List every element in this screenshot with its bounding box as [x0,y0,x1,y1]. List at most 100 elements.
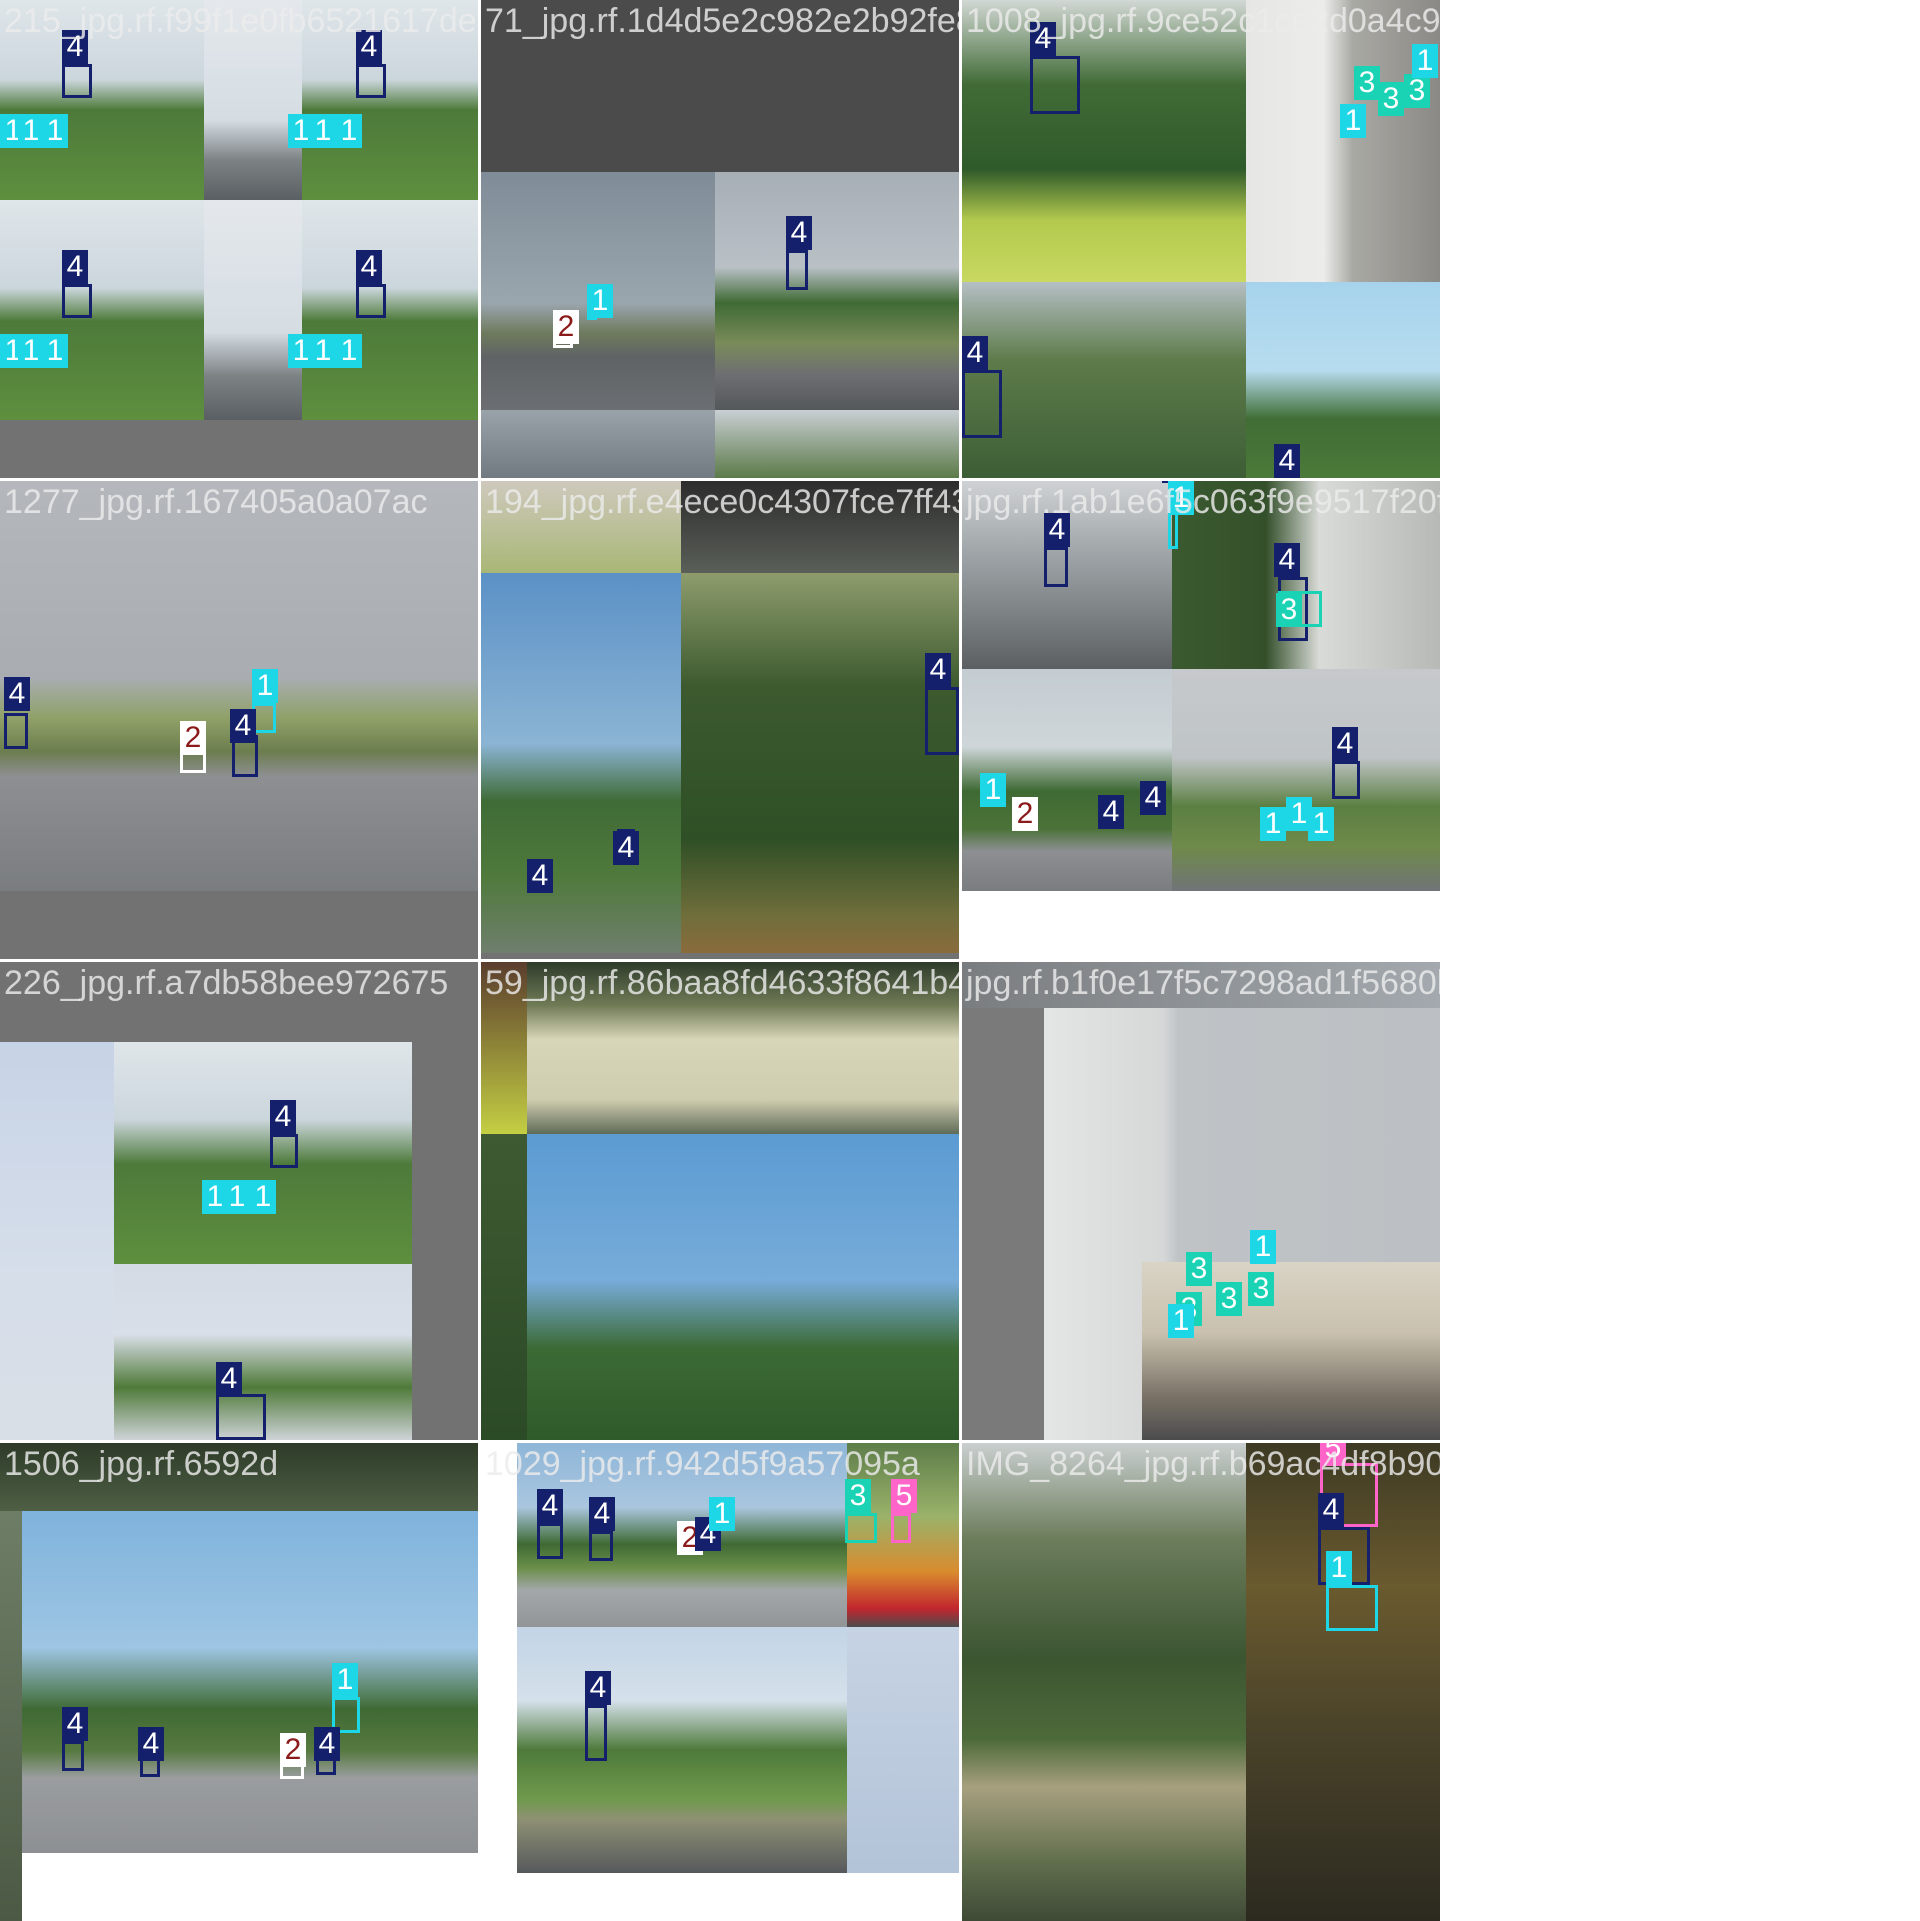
class-label: 1 [1250,1230,1276,1264]
class-label: 4 [1332,727,1358,761]
photo-panel [204,200,302,420]
class-label: 4 [62,30,88,64]
class-label: 2 [280,1733,306,1767]
class-label: 4 [537,1489,563,1523]
photo-panel [962,282,1246,478]
class-label: 3 [1354,66,1380,100]
detection-box [4,713,28,749]
photo-panel [114,1042,412,1264]
class-label: 4 [270,1100,296,1134]
mosaic-tile: 3 1 3 3 1 3 jpg.rf.b1f0e17f5c7298ad1f568… [962,962,1440,1440]
photo-panel [0,0,204,200]
photo-panel [0,200,204,420]
class-label: 4 [62,250,88,284]
class-label: 2 [553,310,579,344]
class-label: 1 [42,114,68,148]
class-label: 1 [1340,104,1366,138]
class-label: 1 [1168,481,1194,515]
class-label: 1 [1308,807,1334,841]
class-label: 4 [356,30,382,64]
class-label: 1 [18,114,44,148]
mosaic-tile: 1 4 4 4 2 1506_jpg.rf.6592d [0,1443,478,1921]
class-label: 4 [216,1362,242,1396]
detection-box [356,284,386,318]
photo-panel [527,962,959,1134]
detection-box [1332,761,1360,799]
detection-box [356,64,386,98]
photo-panel [962,1008,1044,1440]
mosaic-tile: 59_jpg.rf.86baa8fd4633f8641b4 [481,962,959,1440]
photo-panel [481,481,681,573]
class-label: 4 [230,709,256,743]
mosaic-grid: 4 4 4 4 1 1 1 1 1 1 1 1 1 1 1 1 215_jpg.… [0,0,1440,1921]
photo-panel [22,1511,478,1853]
photo-panel [962,1443,1246,1921]
class-label: 1 [1168,1304,1194,1338]
photo-panel [1172,669,1440,891]
class-label: 1 [288,114,314,148]
class-label: 4 [1140,781,1166,815]
class-label: 3 [1378,82,1404,116]
class-label: 4 [356,250,382,284]
detection-box [786,250,808,290]
class-label: 1 [310,114,336,148]
mosaic-tile: 4 4 2 4 1 3 5 4 1029_jpg.rf.942d5f9a5709… [481,1443,959,1921]
photo-panel [0,481,478,891]
photo-panel [481,573,681,953]
photo-panel [847,1627,959,1873]
class-label: 1 [42,334,68,368]
detection-box [62,284,92,318]
detection-box [1326,1585,1378,1631]
class-label: 3 [1216,1282,1242,1316]
class-label: 4 [925,653,951,687]
class-label: 1 [336,114,362,148]
detection-box [891,1513,911,1543]
class-label: 1 [332,1663,358,1697]
photo-panel [962,962,1440,1008]
class-label: 4 [1030,22,1056,56]
mosaic-tile: 4 4 4 4 1 1 1 1 1 1 1 1 1 1 1 1 215_jpg.… [0,0,478,478]
mosaic-tile: 4 1 1 1 4 226_jpg.rf.a7db58bee972675 [0,962,478,1440]
class-label: 1 [1412,44,1438,78]
detection-box [1030,56,1080,114]
mosaic-tile: 4 4 4 194_jpg.rf.e4ece0c4307fce7ff43e25 [481,481,959,959]
detection-box [537,1523,563,1559]
mosaic-tile: 4 3 3 3 1 1 4 4 1008_jpg.rf.9ce52c1ce2d0… [962,0,1440,478]
photo-panel [0,1443,478,1511]
class-label: 4 [962,336,988,370]
mosaic-tile: 4 1 2 71_jpg.rf.1d4d5e2c982e2b92fe82a0a4… [481,0,959,478]
photo-panel [681,573,959,953]
photo-panel [681,481,959,573]
class-label: 4 [314,1727,340,1761]
detection-box [585,1705,607,1761]
class-label: 4 [4,677,30,711]
class-label: 1 [1326,1551,1352,1585]
photo-panel [1246,0,1440,282]
photo-panel [847,1443,959,1627]
class-label: 3 [1186,1252,1212,1286]
class-label: 1 [252,669,278,703]
photo-panel [302,0,478,200]
class-label: 3 [1276,593,1302,627]
class-label: 2 [180,721,206,755]
photo-panel [1142,1262,1440,1440]
mosaic-tile: 4 4 1 4 3 4 4 4 1 2 1 1 1 jpg.rf.1ab1e6f… [962,481,1440,959]
photo-panel [481,0,959,172]
class-label: 1 [1260,807,1286,841]
class-label: 1 [18,334,44,368]
photo-panel [715,410,959,478]
photo-panel [517,1627,847,1873]
class-label: 1 [310,334,336,368]
photo-panel [302,200,478,420]
class-label: 4 [613,831,639,865]
detection-box [62,1741,84,1771]
class-label: 4 [786,216,812,250]
mosaic-tile: 4 1 4 2 1277_jpg.rf.167405a0a07ac [0,481,478,959]
detection-box [962,370,1002,438]
photo-panel [204,0,302,200]
class-label: 4 [1098,795,1124,829]
detection-box [1044,547,1068,587]
class-label: 3 [1248,1272,1274,1306]
class-label: 5 [1320,1443,1346,1465]
photo-panel [0,1511,22,1921]
